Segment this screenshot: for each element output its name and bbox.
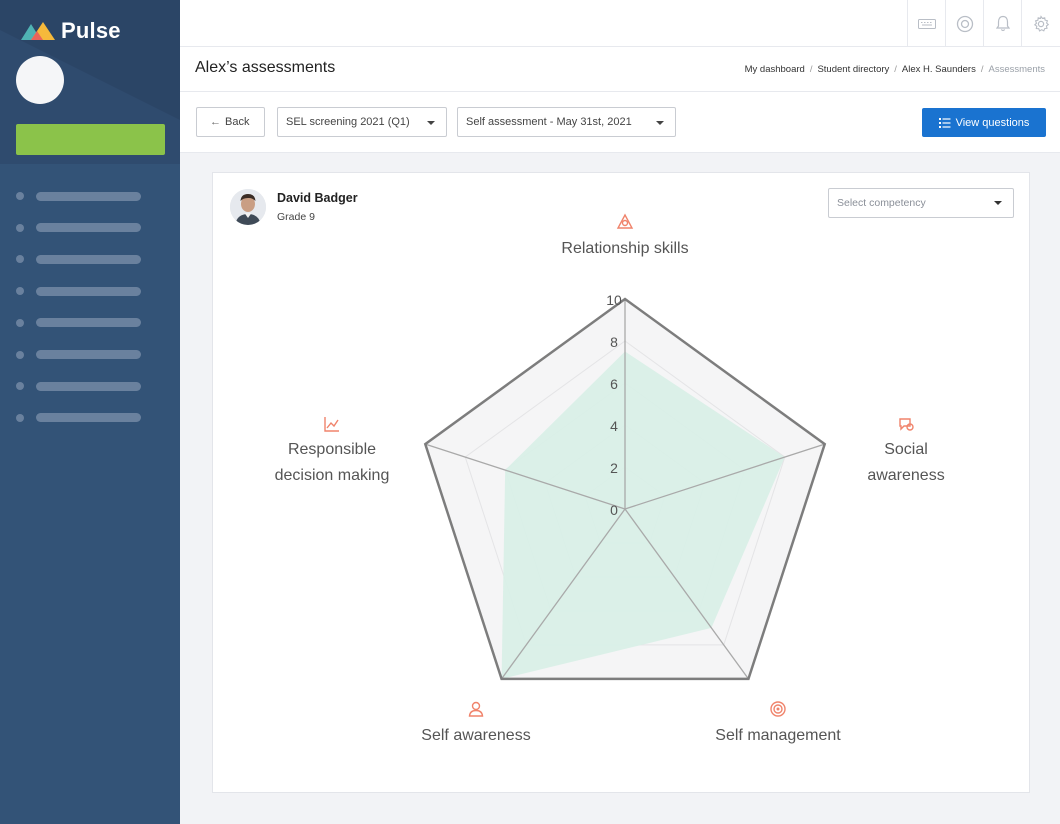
chevron-down-icon [656,121,664,125]
sidebar-item-dot [16,223,24,232]
breadcrumb-current: Assessments [988,64,1046,75]
app-logo[interactable]: Pulse [21,18,121,44]
sidebar-item-dot [16,382,24,391]
sidebar-item-placeholder [36,350,141,360]
target-icon [770,701,786,717]
radar-axis-label-line: Relationship skills [561,240,689,257]
radar-axis-label-line: awareness [867,467,945,484]
sidebar-item-dot [16,413,24,422]
top-bar [180,0,1060,47]
radar-spoke [501,508,626,680]
radar-axis-label-line: decision making [274,467,390,484]
app-name: Pulse [61,18,121,43]
sidebar-item-dot [16,255,24,264]
breadcrumb-dashboard[interactable]: My dashboard [744,64,805,75]
logo-icon [21,22,55,40]
radar-spoke [425,443,626,510]
breadcrumb-student-directory[interactable]: Student directory [817,64,890,75]
sidebar-item[interactable] [16,370,141,402]
radar-data-area [501,351,785,679]
radar-axis-label-line: Social [884,441,928,458]
sidebar-item-placeholder [36,223,141,233]
radar-tick-label: 10 [606,292,622,308]
radar-axis-label: Social awareness [806,437,1006,489]
chart-icon [324,417,339,432]
support-icon[interactable] [945,0,983,47]
student-info: David Badger Grade 9 [230,189,358,225]
view-questions-button[interactable]: View questions [922,108,1046,137]
radar-tick-label: 2 [610,460,618,476]
radar-spokes [425,299,825,680]
radar-tick-label: 6 [610,376,618,392]
breadcrumb-separator: / [809,64,813,75]
radar-axis-label: Self awareness [376,723,576,749]
radar-tick-labels: 0 2 4 6 8 10 [606,292,622,518]
screening-select-value: SEL screening 2021 (Q1) [286,116,410,128]
radar-axis-label-line: Self management [715,727,841,744]
back-label: Back [225,116,250,128]
team-icon [616,213,634,229]
sidebar-item-placeholder [36,381,141,391]
chat-icon [899,418,914,431]
back-button[interactable]: ← Back [196,107,265,137]
toolbar: ← Back SEL screening 2021 (Q1) Self asse… [180,92,1060,153]
radar-outer-border [423,297,827,681]
radar-tick-label: 8 [610,334,618,350]
user-avatar[interactable] [16,56,64,104]
sidebar-item[interactable] [16,212,141,244]
student-grade: Grade 9 [277,211,315,223]
radar-spoke [624,508,749,680]
student-avatar [230,189,266,225]
sidebar-item-dot [16,192,24,200]
student-name: David Badger [277,191,358,205]
radar-tick-label: 0 [610,502,618,518]
radar-axis-label: Responsible decision making [232,437,432,489]
sidebar-item[interactable] [16,243,141,275]
sidebar-item-dot [16,287,24,296]
radar-axis-label-line: Self awareness [421,727,531,744]
page-title: Alex’s assessments [195,59,336,76]
radar-tick-label: 4 [610,418,618,434]
radar-axis-label: Self management [678,723,878,749]
radar-axis-label-line: Responsible [287,441,377,458]
sidebar-item[interactable] [16,307,141,339]
sidebar-item-placeholder [36,318,141,328]
sidebar-item[interactable] [16,275,141,307]
sidebar-item-placeholder [36,191,141,201]
settings-icon[interactable] [1021,0,1059,47]
sidebar-item-placeholder [36,286,141,296]
radar-spoke [624,443,825,510]
arrow-left-icon: ← [210,116,221,128]
breadcrumb: My dashboard / Student directory / Alex … [745,64,1045,75]
assessment-select[interactable]: Self assessment - May 31st, 2021 [457,107,676,137]
list-icon [938,117,951,128]
screening-select[interactable]: SEL screening 2021 (Q1) [277,107,447,137]
sidebar-item-dot [16,350,24,359]
sidebar-item[interactable] [16,339,141,371]
keyboard-icon[interactable] [907,0,945,47]
competency-select[interactable]: Select competency [828,188,1014,218]
sidebar-item-placeholder [36,413,141,423]
breadcrumb-separator: / [980,64,984,75]
chevron-down-icon [427,121,435,125]
assessment-select-value: Self assessment - May 31st, 2021 [466,116,632,128]
page-header: Alex’s assessments My dashboard / Studen… [180,47,1060,92]
radar-axis-label: Relationship skills [525,236,725,262]
sidebar-item[interactable] [16,180,141,212]
view-questions-label: View questions [955,116,1030,129]
breadcrumb-student[interactable]: Alex H. Saunders [901,64,976,75]
sidebar-primary-button[interactable] [16,124,165,155]
sidebar-item-dot [16,318,24,327]
chevron-down-icon [994,201,1002,205]
radar-chart: 0 2 4 6 8 10 [324,213,914,717]
sidebar: Pulse [0,0,180,824]
assessment-card: David Badger Grade 9 Select competency 0… [212,172,1030,793]
radar-axis-icons [324,213,914,717]
user-icon [468,701,484,717]
sidebar-item-placeholder [36,254,141,264]
breadcrumb-separator: / [894,64,897,75]
sidebar-item[interactable] [16,402,141,434]
competency-select-placeholder: Select competency [837,197,926,209]
bell-icon[interactable] [983,0,1021,47]
